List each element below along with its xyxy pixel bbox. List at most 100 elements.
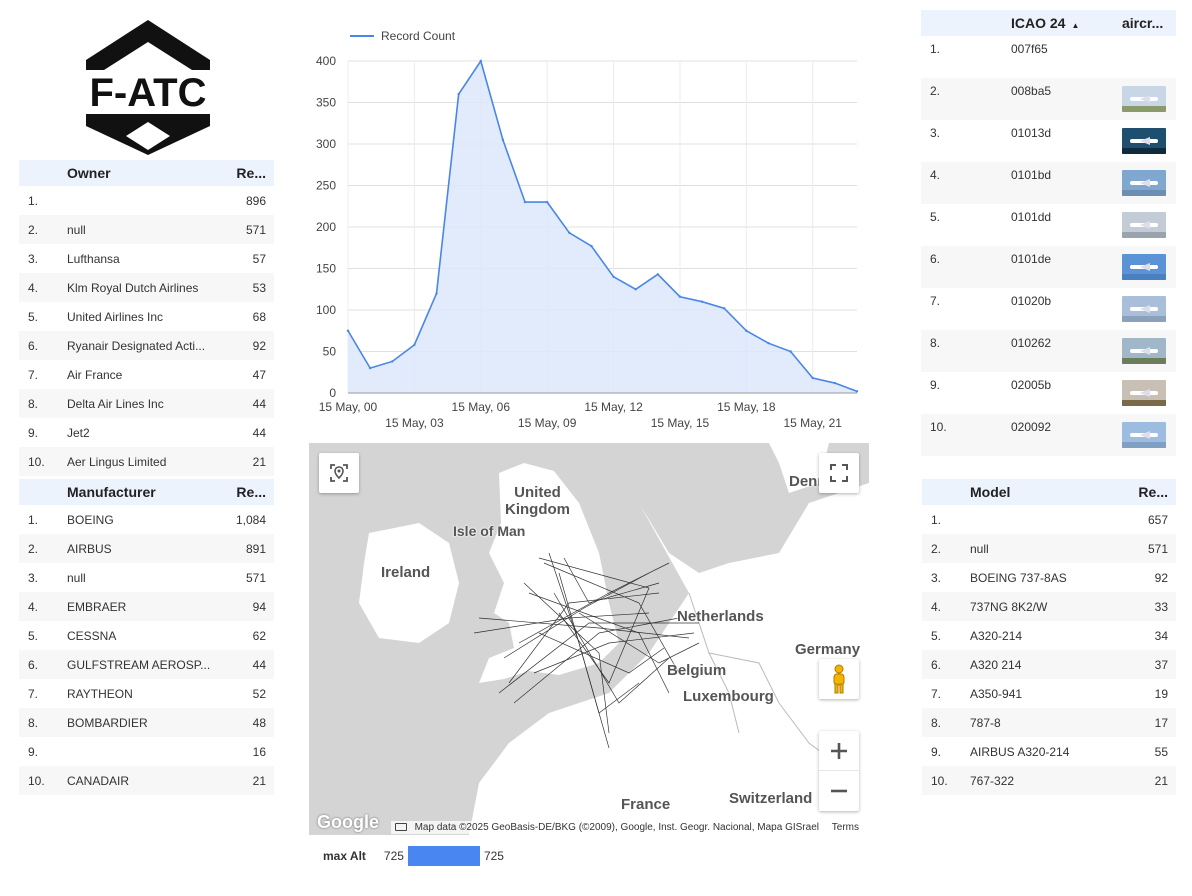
manufacturer-name: AIRBUS bbox=[67, 541, 112, 556]
icao24-column-header[interactable]: ICAO 24 ▲ bbox=[1011, 15, 1112, 31]
manufacturer-column-header[interactable]: Manufacturer bbox=[67, 484, 156, 500]
manufacturer-row[interactable]: 6. GULFSTREAM AEROSP... 44 bbox=[19, 650, 274, 679]
row-index: 1. bbox=[28, 512, 39, 527]
row-index: 3. bbox=[931, 570, 942, 585]
record-count-value: 33 bbox=[1154, 599, 1168, 614]
row-index: 3. bbox=[28, 570, 39, 585]
manufacturer-name: BOMBARDIER bbox=[67, 715, 148, 730]
owner-row[interactable]: 4. Klm Royal Dutch Airlines 53 bbox=[19, 273, 274, 302]
aircraft-image-cell bbox=[1112, 420, 1176, 448]
icao-row[interactable]: 8. 010262 bbox=[921, 330, 1176, 372]
row-index: 8. bbox=[931, 715, 942, 730]
aircraft-photo[interactable] bbox=[1122, 422, 1166, 448]
aircraft-photo[interactable] bbox=[1122, 254, 1166, 280]
owner-row[interactable]: 9. Jet2 44 bbox=[19, 418, 274, 447]
record-count-column-header[interactable]: Re... bbox=[236, 484, 266, 500]
owner-column-header[interactable]: Owner bbox=[67, 165, 111, 181]
manufacturer-row[interactable]: 2. AIRBUS 891 bbox=[19, 534, 274, 563]
aircraft-photo[interactable] bbox=[1122, 86, 1166, 112]
y-tick-label: 200 bbox=[316, 220, 336, 234]
model-row[interactable]: 2. null 571 bbox=[922, 534, 1176, 563]
manufacturer-row[interactable]: 7. RAYTHEON 52 bbox=[19, 679, 274, 708]
record-count-value: 52 bbox=[252, 686, 266, 701]
owner-row[interactable]: 6. Ryanair Designated Acti... 92 bbox=[19, 331, 274, 360]
manufacturer-row[interactable]: 10. CANADAIR 21 bbox=[19, 766, 274, 795]
model-row[interactable]: 10. 767-322 21 bbox=[922, 766, 1176, 795]
model-row[interactable]: 8. 787-8 17 bbox=[922, 708, 1176, 737]
row-index: 4. bbox=[28, 280, 39, 295]
y-tick-label: 400 bbox=[316, 54, 336, 68]
record-count-chart: 0 50 100 150 200 250 300 350 400 15 May, 00 15 May… bbox=[316, 29, 859, 430]
record-count-column-header[interactable]: Re... bbox=[236, 165, 266, 181]
owner-row[interactable]: 2. null 571 bbox=[19, 215, 274, 244]
model-column-header[interactable]: Model bbox=[970, 484, 1011, 500]
my-location-button[interactable] bbox=[319, 453, 359, 493]
owner-name: Air France bbox=[67, 367, 123, 382]
aircraft-photo[interactable] bbox=[1122, 338, 1166, 364]
model-name: 767-322 bbox=[970, 773, 1015, 788]
map-label-germany: Germany bbox=[795, 641, 861, 658]
icao-row[interactable]: 3. 01013d bbox=[921, 120, 1176, 162]
owner-row[interactable]: 3. Lufthansa 57 bbox=[19, 244, 274, 273]
icao-row[interactable]: 7. 01020b bbox=[921, 288, 1176, 330]
aircraft-photo[interactable] bbox=[1122, 128, 1166, 154]
aircraft-photo[interactable] bbox=[1122, 380, 1166, 406]
record-count-value: 44 bbox=[252, 425, 266, 440]
icao-row[interactable]: 6. 0101de bbox=[921, 246, 1176, 288]
country-borders bbox=[688, 592, 850, 774]
map-label-france: France bbox=[621, 796, 671, 813]
flight-tracks-map[interactable]: United Kingdom Isle of Man Ireland Nethe… bbox=[309, 443, 869, 835]
keyboard-icon[interactable] bbox=[394, 823, 407, 832]
aircraft-photo[interactable] bbox=[1122, 296, 1166, 322]
location-pin-icon bbox=[330, 464, 348, 482]
record-count-area bbox=[348, 61, 857, 393]
street-view-pegman-button[interactable] bbox=[819, 659, 859, 699]
data-point bbox=[656, 273, 660, 276]
model-row[interactable]: 6. A320 214 37 bbox=[922, 650, 1176, 679]
x-tick-label: 15 May, 15 bbox=[651, 416, 710, 430]
logo-text: F-ATC bbox=[90, 71, 207, 115]
manufacturer-name: BOEING bbox=[67, 512, 114, 527]
record-count-value: 21 bbox=[1154, 773, 1168, 788]
model-row[interactable]: 5. A320-214 34 bbox=[922, 621, 1176, 650]
icao24-code: 008ba5 bbox=[1011, 84, 1052, 98]
owner-row[interactable]: 5. United Airlines Inc 68 bbox=[19, 302, 274, 331]
fullscreen-button[interactable] bbox=[819, 453, 859, 493]
icao-row[interactable]: 2. 008ba5 bbox=[921, 78, 1176, 120]
row-index: 6. bbox=[931, 657, 942, 672]
x-tick-label: 15 May, 06 bbox=[452, 400, 511, 414]
manufacturer-row[interactable]: 1. BOEING 1,084 bbox=[19, 505, 274, 534]
owner-row[interactable]: 1. 896 bbox=[19, 186, 274, 215]
manufacturer-row[interactable]: 3. null 571 bbox=[19, 563, 274, 592]
model-row[interactable]: 3. BOEING 737-8AS 92 bbox=[922, 563, 1176, 592]
aircraft-photo[interactable] bbox=[1122, 170, 1166, 196]
record-count-column-header[interactable]: Re... bbox=[1138, 484, 1168, 500]
aircraft-image-column-header[interactable]: aircr... bbox=[1122, 15, 1164, 31]
owner-row[interactable]: 8. Delta Air Lines Inc 44 bbox=[19, 389, 274, 418]
data-point bbox=[833, 381, 837, 385]
manufacturer-row[interactable]: 5. CESSNA 62 bbox=[19, 621, 274, 650]
zoom-out-button[interactable] bbox=[819, 771, 859, 811]
manufacturer-row[interactable]: 8. BOMBARDIER 48 bbox=[19, 708, 274, 737]
zoom-in-button[interactable] bbox=[819, 731, 859, 771]
model-row[interactable]: 1. 657 bbox=[922, 505, 1176, 534]
icao-row[interactable]: 9. 02005b bbox=[921, 372, 1176, 414]
icao-row[interactable]: 5. 0101dd bbox=[921, 204, 1176, 246]
row-index: 2. bbox=[930, 84, 941, 98]
aircraft-photo[interactable] bbox=[1122, 212, 1166, 238]
icao-row[interactable]: 4. 0101bd bbox=[921, 162, 1176, 204]
aircraft-image-cell bbox=[1112, 84, 1176, 112]
max-alt-bar[interactable] bbox=[407, 846, 480, 866]
icao-row[interactable]: 10. 020092 bbox=[921, 414, 1176, 456]
y-tick-label: 150 bbox=[316, 262, 336, 276]
manufacturer-row[interactable]: 4. EMBRAER 94 bbox=[19, 592, 274, 621]
model-row[interactable]: 4. 737NG 8K2/W 33 bbox=[922, 592, 1176, 621]
owner-row[interactable]: 7. Air France 47 bbox=[19, 360, 274, 389]
data-point bbox=[413, 343, 416, 347]
terms-link[interactable]: Terms bbox=[831, 822, 859, 833]
model-row[interactable]: 9. AIRBUS A320-214 55 bbox=[922, 737, 1176, 766]
owner-row[interactable]: 10. Aer Lingus Limited 21 bbox=[19, 447, 274, 476]
icao-row[interactable]: 1. 007f65 bbox=[921, 36, 1176, 78]
model-row[interactable]: 7. A350-941 19 bbox=[922, 679, 1176, 708]
manufacturer-row[interactable]: 9. 16 bbox=[19, 737, 274, 766]
